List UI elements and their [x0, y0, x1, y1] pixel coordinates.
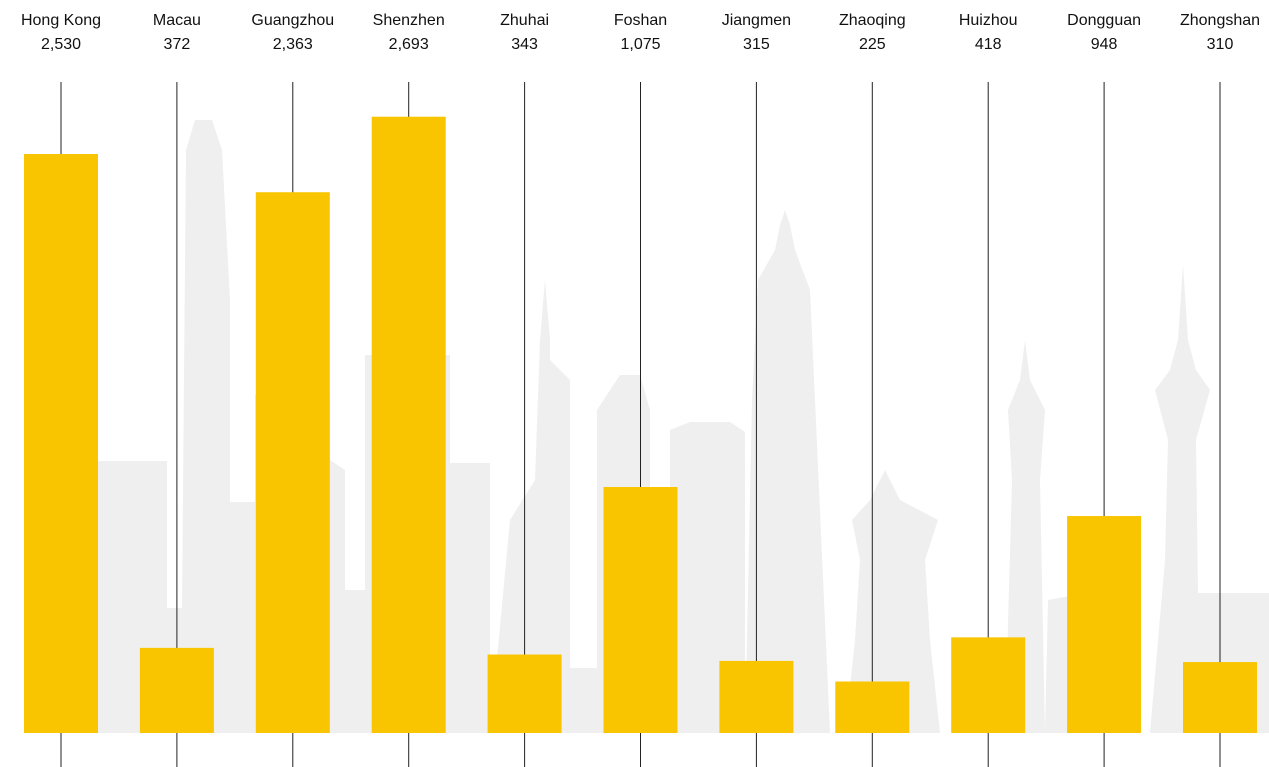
category-label: Dongguan [1067, 12, 1141, 29]
value-label: 343 [511, 36, 538, 53]
value-label: 2,693 [389, 36, 429, 53]
building [745, 210, 830, 733]
value-label: 315 [743, 36, 770, 53]
category-label: Guangzhou [251, 12, 334, 29]
building [1005, 340, 1045, 733]
bar [139, 647, 214, 733]
bar [719, 660, 794, 733]
value-label: 418 [975, 36, 1002, 53]
bar [835, 681, 910, 733]
building [670, 422, 745, 733]
category-label: Jiangmen [722, 12, 791, 29]
category-label: Shenzhen [373, 12, 445, 29]
bar [951, 637, 1026, 733]
value-label: 2,363 [273, 36, 313, 53]
category-label: Hong Kong [21, 12, 101, 29]
bar [487, 654, 562, 733]
value-label: 372 [164, 36, 191, 53]
bar [1067, 516, 1142, 733]
bar [255, 192, 330, 734]
bar [1183, 662, 1257, 733]
bar [371, 116, 446, 733]
category-label: Foshan [614, 12, 667, 29]
value-label: 1,075 [620, 36, 660, 53]
category-label: Huizhou [959, 12, 1018, 29]
value-label: 948 [1091, 36, 1118, 53]
category-label: Zhuhai [500, 12, 549, 29]
value-label: 225 [859, 36, 886, 53]
category-label: Macau [153, 12, 201, 29]
category-label: Zhongshan [1180, 12, 1260, 29]
bar [603, 486, 678, 733]
value-label: 310 [1207, 36, 1234, 53]
building [1150, 265, 1269, 733]
building [845, 470, 940, 733]
bar [24, 154, 98, 733]
category-label: Zhaoqing [839, 12, 906, 29]
value-label: 2,530 [41, 36, 81, 53]
